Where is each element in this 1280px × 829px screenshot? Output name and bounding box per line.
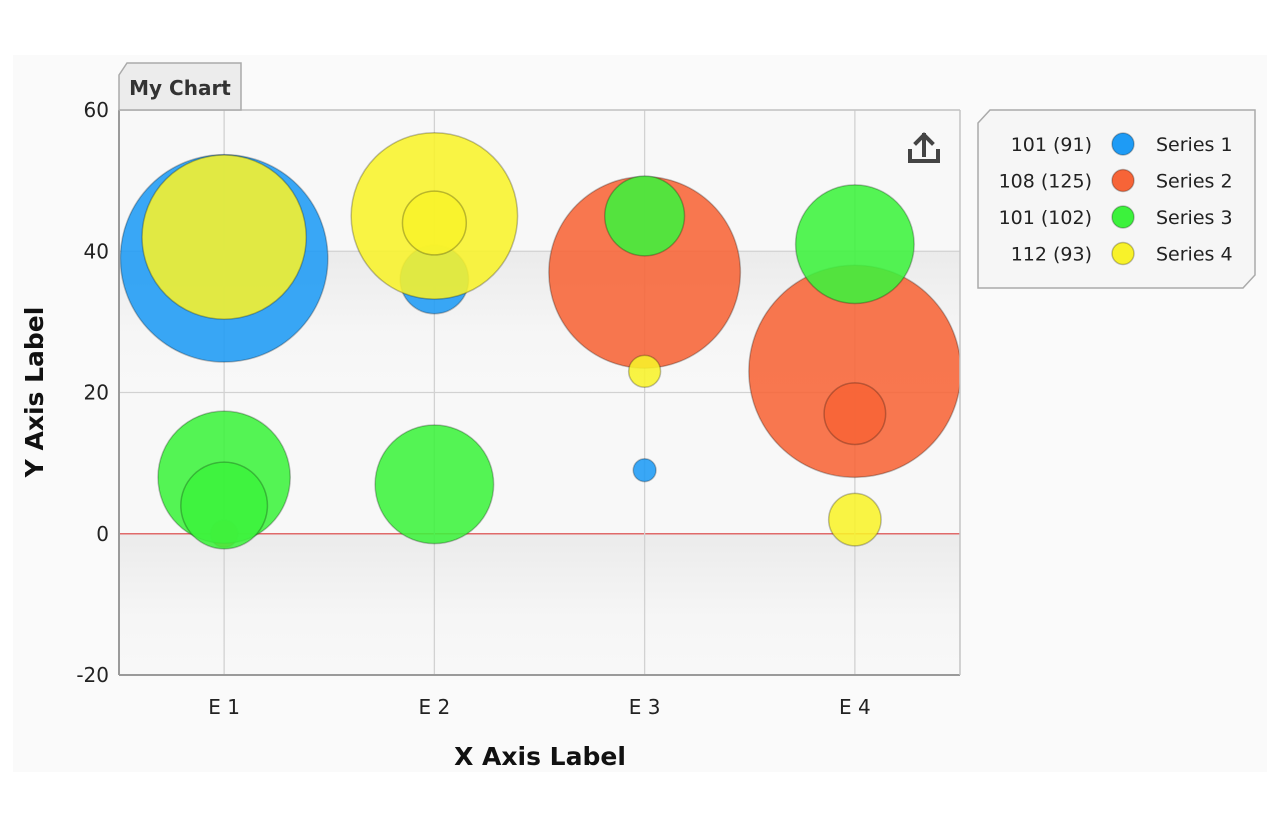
legend-value: 108 (125) — [999, 171, 1092, 193]
legend-swatch — [1111, 168, 1135, 193]
y-tick-label: 40 — [84, 239, 109, 263]
x-tick-label: E 2 — [419, 695, 451, 719]
bubble-series-3[interactable] — [603, 175, 686, 257]
legend-series-name: Series 4 — [1156, 244, 1233, 266]
legend-swatch — [1111, 132, 1135, 156]
chart-card: -20 0 20 40 60 E 1 E 2 E 3 E 4 X Axis Label Y Ax… — [13, 55, 1267, 772]
bubble-series-3[interactable] — [794, 184, 915, 305]
legend-item[interactable]: 108 (125) Series 2 — [999, 168, 1233, 193]
y-tick-label: 0 — [96, 522, 109, 546]
bubble-series-4[interactable] — [141, 154, 307, 320]
legend-value: 101 (102) — [999, 207, 1092, 229]
bubble-series-1[interactable] — [632, 458, 657, 483]
legend-value: 112 (93) — [1011, 244, 1092, 266]
legend-item[interactable]: 112 (93) Series 4 — [1011, 241, 1233, 266]
chart-title-tab: My Chart — [118, 62, 242, 111]
y-tick-label: -20 — [76, 663, 109, 687]
upload-icon[interactable] — [908, 132, 940, 163]
legend-value: 101 (91) — [1011, 134, 1092, 156]
x-tick-label: E 4 — [839, 695, 871, 719]
bubble-series-2[interactable] — [823, 382, 887, 446]
legend-swatch — [1111, 241, 1135, 266]
legend-item[interactable]: 101 (102) Series 3 — [999, 205, 1233, 229]
bubble-layer — [119, 131, 960, 550]
legend-series-name: Series 3 — [1156, 207, 1233, 229]
chart-title: My Chart — [129, 76, 231, 100]
bubble-series-3[interactable] — [374, 424, 495, 545]
legend-series-name: Series 2 — [1156, 171, 1233, 193]
bubble-series-4[interactable] — [627, 354, 662, 389]
axes — [118, 109, 961, 676]
legend-item[interactable]: 101 (91) Series 1 — [1011, 132, 1233, 156]
x-tick-label: E 1 — [208, 695, 240, 719]
legend: 101 (91) Series 1 108 (125) Series 2 101 (10… — [977, 109, 1256, 289]
x-axis-title: X Axis Label — [454, 742, 626, 771]
legend-swatch — [1111, 205, 1135, 229]
y-tick-label: 20 — [84, 381, 109, 405]
legend-series-name: Series 1 — [1156, 134, 1233, 156]
bubble-series-3[interactable] — [180, 461, 269, 550]
chart-svg: -20 0 20 40 60 E 1 E 2 E 3 E 4 X Axis Label Y Ax… — [20, 62, 1256, 771]
y-axis-title: Y Axis Label — [20, 307, 49, 479]
tick-labels: -20 0 20 40 60 E 1 E 2 E 3 E 4 — [76, 98, 870, 719]
x-tick-label: E 3 — [629, 695, 661, 719]
y-tick-label: 60 — [84, 98, 109, 122]
bubble-series-4[interactable] — [827, 492, 882, 547]
bubble-series-4[interactable] — [401, 190, 468, 256]
